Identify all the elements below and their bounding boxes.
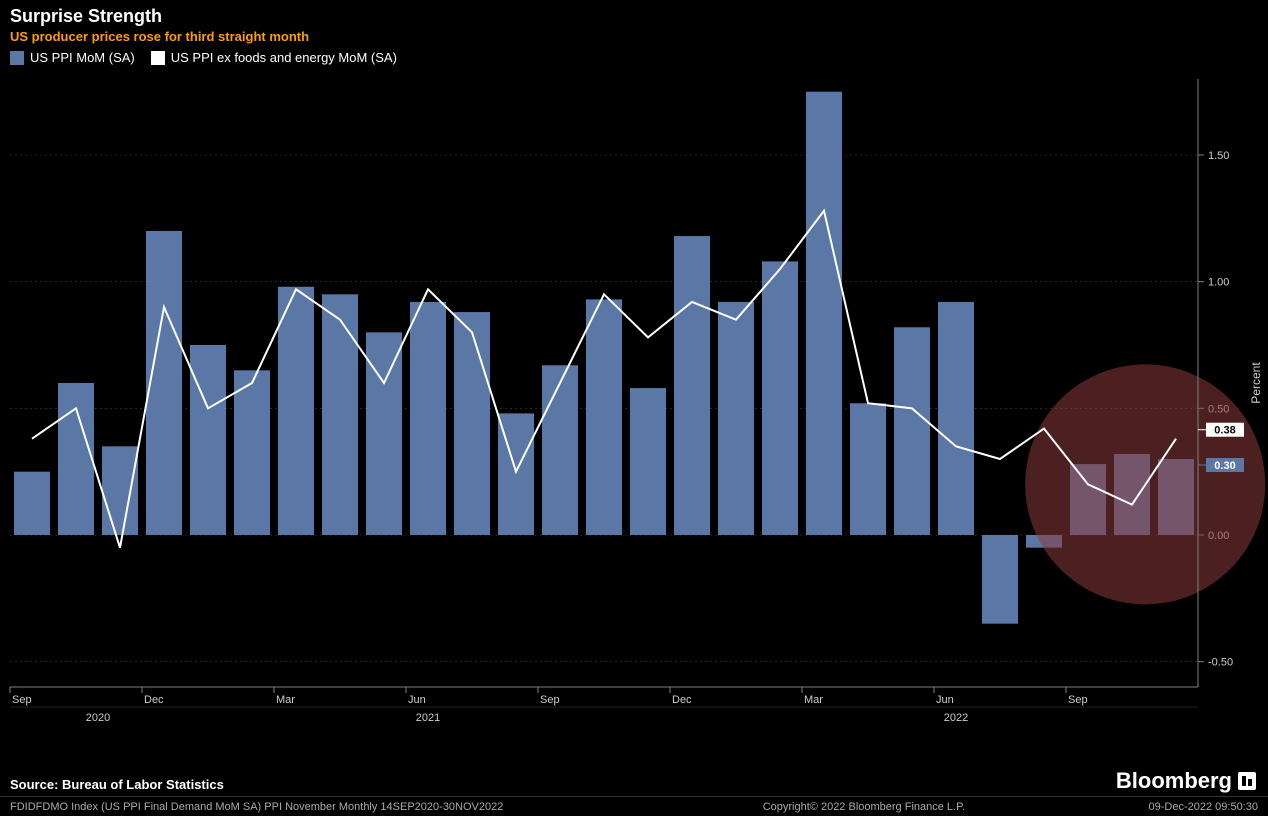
legend-swatch-line [151, 51, 165, 65]
bar [850, 403, 886, 535]
svg-text:2020: 2020 [86, 712, 110, 724]
svg-text:2021: 2021 [416, 712, 440, 724]
svg-text:0.38: 0.38 [1214, 425, 1235, 437]
svg-text:Dec: Dec [672, 694, 692, 706]
bar [762, 261, 798, 535]
bar [278, 287, 314, 535]
bar [366, 332, 402, 535]
legend-item-bar: US PPI MoM (SA) [10, 50, 135, 65]
svg-text:Percent: Percent [1249, 362, 1263, 404]
bar [586, 299, 622, 535]
footer-bar: FDIDFDMO Index (US PPI Final Demand MoM … [0, 796, 1268, 816]
brand-text: Bloomberg [1116, 768, 1232, 794]
bar [454, 312, 490, 535]
svg-text:Sep: Sep [12, 694, 32, 706]
bar [982, 535, 1018, 624]
chart-subtitle: US producer prices rose for third straig… [10, 29, 1258, 44]
svg-text:Jun: Jun [936, 694, 954, 706]
legend-swatch-bar [10, 51, 24, 65]
legend-label-line: US PPI ex foods and energy MoM (SA) [171, 50, 397, 65]
chart-area: -0.500.000.501.001.50SepDecMarJunSepDecM… [0, 67, 1268, 752]
svg-text:Sep: Sep [540, 694, 560, 706]
chart-title: Surprise Strength [10, 6, 1258, 27]
svg-text:0.30: 0.30 [1214, 460, 1235, 472]
footer-right: 09-Dec-2022 09:50:30 [1149, 801, 1258, 813]
bar [718, 302, 754, 535]
bar [542, 365, 578, 535]
bar [58, 383, 94, 535]
chart-svg: -0.500.000.501.001.50SepDecMarJunSepDecM… [0, 67, 1268, 747]
legend: US PPI MoM (SA) US PPI ex foods and ener… [0, 46, 1268, 67]
svg-text:Jun: Jun [408, 694, 426, 706]
bar [190, 345, 226, 535]
svg-text:2022: 2022 [944, 712, 968, 724]
bar [322, 294, 358, 535]
bar [630, 388, 666, 535]
bar [674, 236, 710, 535]
brand-icon [1238, 772, 1256, 790]
svg-text:-0.50: -0.50 [1208, 657, 1233, 669]
legend-item-line: US PPI ex foods and energy MoM (SA) [151, 50, 397, 65]
bar [14, 472, 50, 535]
svg-text:Mar: Mar [276, 694, 295, 706]
svg-text:1.00: 1.00 [1208, 277, 1229, 289]
svg-text:Dec: Dec [144, 694, 164, 706]
brand-logo: Bloomberg [1116, 768, 1256, 794]
svg-text:Mar: Mar [804, 694, 823, 706]
bar [102, 446, 138, 535]
svg-text:Sep: Sep [1068, 694, 1088, 706]
footer-left: FDIDFDMO Index (US PPI Final Demand MoM … [10, 801, 579, 813]
bar [410, 302, 446, 535]
bar [146, 231, 182, 535]
source-label: Source: Bureau of Labor Statistics [10, 777, 224, 792]
footer-mid: Copyright© 2022 Bloomberg Finance L.P. [579, 801, 1148, 813]
legend-label-bar: US PPI MoM (SA) [30, 50, 135, 65]
bar [234, 370, 270, 535]
bar [806, 92, 842, 535]
bar [894, 327, 930, 535]
bar [938, 302, 974, 535]
svg-text:1.50: 1.50 [1208, 150, 1229, 162]
